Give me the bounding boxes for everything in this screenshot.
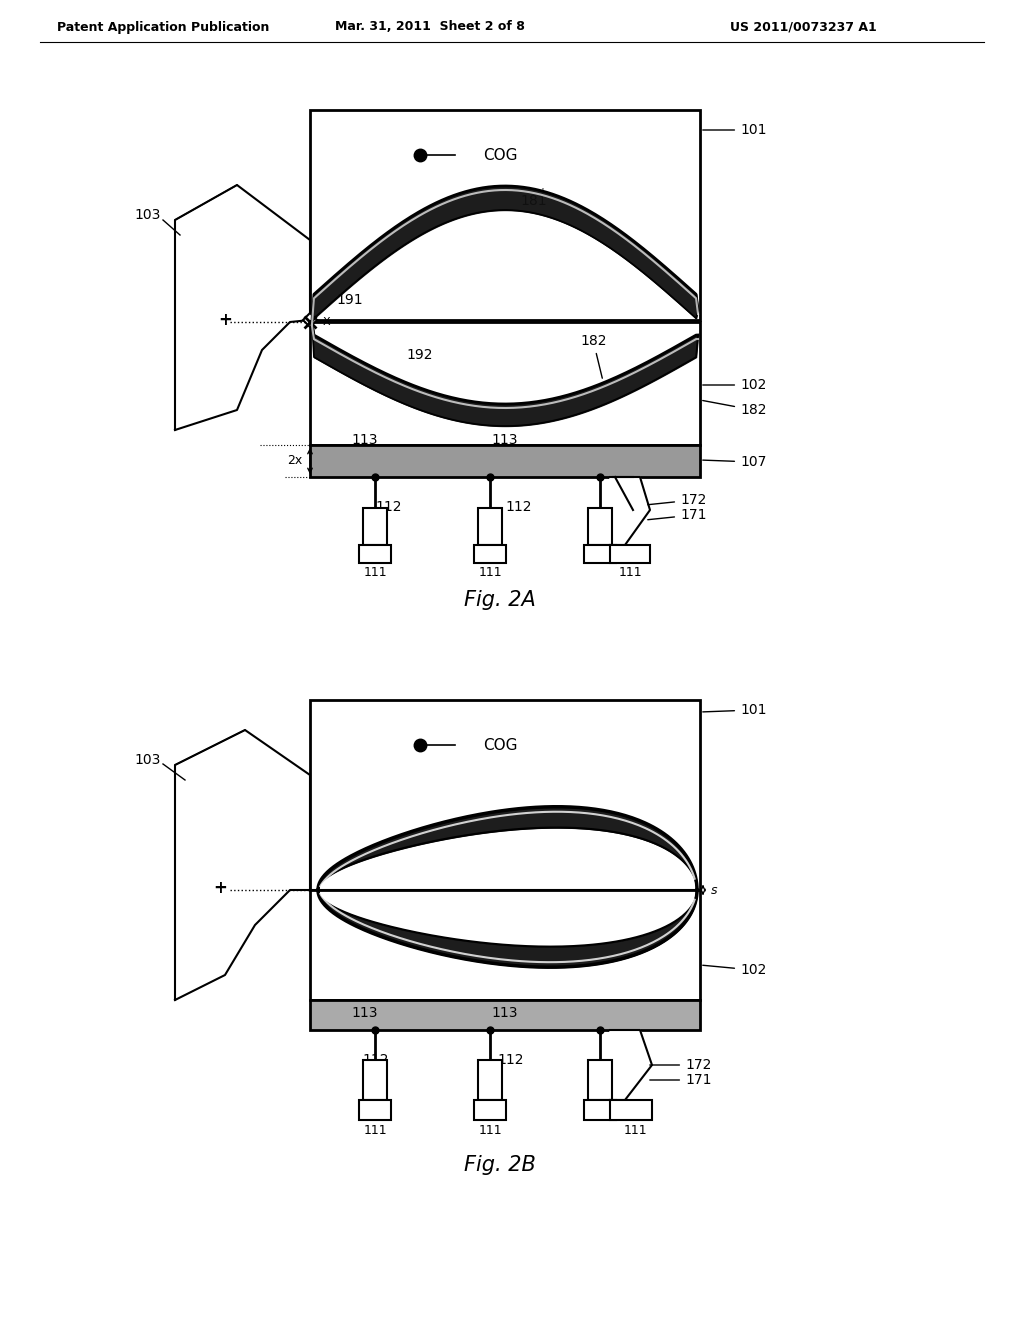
Text: 182: 182 — [580, 334, 606, 379]
Bar — [584, 1100, 616, 1119]
Text: 192: 192 — [407, 348, 433, 362]
Bar — [362, 1060, 387, 1100]
Text: 171: 171 — [650, 1073, 712, 1086]
Bar — [474, 545, 506, 564]
Text: 111: 111 — [364, 565, 387, 578]
Bar — [310, 890, 700, 1001]
Text: 111: 111 — [478, 565, 502, 578]
Bar — [359, 1100, 391, 1119]
Bar — [610, 545, 650, 564]
Text: 103: 103 — [135, 209, 161, 222]
Text: COG: COG — [482, 148, 517, 162]
Text: 113: 113 — [492, 433, 518, 447]
Text: 112: 112 — [362, 1053, 388, 1067]
Text: +: + — [218, 312, 232, 329]
Polygon shape — [610, 1030, 652, 1100]
Text: 172: 172 — [648, 492, 707, 507]
Text: 113: 113 — [352, 433, 378, 447]
Bar — [610, 1100, 652, 1119]
Polygon shape — [610, 477, 650, 545]
Bar — [478, 1060, 502, 1100]
Bar — [478, 508, 502, 545]
Bar — [310, 700, 700, 890]
Text: Patent Application Publication: Patent Application Publication — [57, 21, 269, 33]
Bar — [584, 545, 616, 564]
Bar — [310, 1001, 700, 1030]
Text: s: s — [711, 883, 717, 896]
Text: 113: 113 — [492, 1006, 518, 1020]
Text: 102: 102 — [702, 378, 766, 392]
Text: COG: COG — [482, 738, 517, 752]
Bar — [588, 1060, 612, 1100]
Text: 103: 103 — [135, 752, 161, 767]
Text: 191: 191 — [337, 293, 364, 308]
Text: 182: 182 — [702, 400, 767, 417]
Text: X: X — [323, 317, 331, 327]
Text: 111: 111 — [478, 1123, 502, 1137]
Text: 101: 101 — [702, 123, 767, 137]
Text: 112: 112 — [505, 500, 531, 513]
Bar — [310, 110, 700, 319]
Polygon shape — [175, 185, 310, 430]
Text: Fig. 2B: Fig. 2B — [464, 1155, 536, 1175]
Text: 2x: 2x — [288, 454, 303, 467]
Text: Mar. 31, 2011  Sheet 2 of 8: Mar. 31, 2011 Sheet 2 of 8 — [335, 21, 525, 33]
Text: 107: 107 — [702, 455, 766, 469]
Text: 111: 111 — [364, 1123, 387, 1137]
Bar — [588, 508, 612, 545]
Text: 111: 111 — [618, 565, 642, 578]
Text: 172: 172 — [650, 1059, 712, 1072]
Bar — [310, 322, 700, 445]
Text: 113: 113 — [352, 1006, 378, 1020]
Text: 112: 112 — [497, 1053, 523, 1067]
Bar — [474, 1100, 506, 1119]
Text: 111: 111 — [624, 1123, 647, 1137]
Text: 171: 171 — [648, 508, 707, 521]
Text: 101: 101 — [702, 704, 767, 717]
Text: 102: 102 — [702, 964, 766, 977]
Polygon shape — [175, 730, 310, 1001]
Bar — [310, 445, 700, 477]
Text: Fig. 2A: Fig. 2A — [464, 590, 536, 610]
Text: US 2011/0073237 A1: US 2011/0073237 A1 — [730, 21, 877, 33]
Text: +: + — [213, 879, 227, 898]
Bar — [359, 545, 391, 564]
Text: 112: 112 — [375, 500, 401, 513]
Text: 181: 181 — [520, 189, 547, 209]
Bar — [362, 508, 387, 545]
